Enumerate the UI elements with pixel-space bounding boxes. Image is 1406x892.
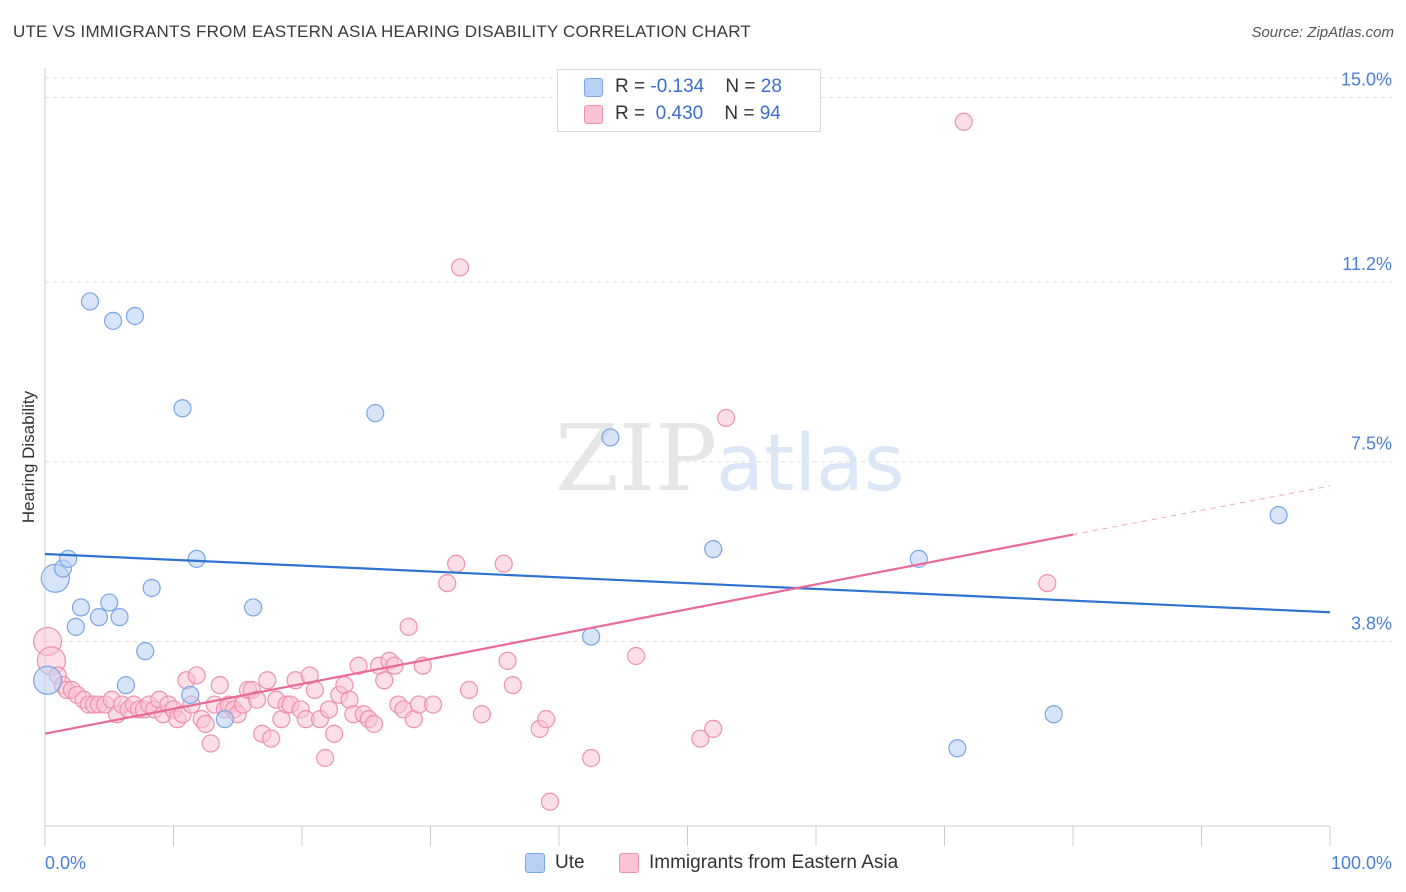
- immigrants-point: [954, 112, 973, 131]
- immigrants-point: [316, 748, 335, 768]
- immigrants-point: [447, 554, 466, 573]
- ute-point: [244, 598, 263, 617]
- legend-item-ute: Ute: [525, 852, 585, 874]
- ute-point: [173, 399, 192, 418]
- ute-swatch: [584, 77, 603, 97]
- trend-layer: [44, 485, 1331, 735]
- immigrants-point: [187, 666, 206, 685]
- immigrants-trend-line: [44, 533, 1074, 735]
- ute-legend-label: Ute: [555, 852, 585, 873]
- ute-point: [948, 739, 967, 758]
- immigrants-point: [399, 617, 418, 636]
- y-tick-label: 3.8%: [1351, 613, 1392, 633]
- y-tick-label: 7.5%: [1351, 434, 1392, 454]
- immigrants-point: [375, 671, 394, 690]
- immigrants-point: [1038, 574, 1057, 593]
- immigrants-point: [472, 705, 491, 724]
- immigrants-point: [582, 748, 601, 768]
- series-legend: Ute Immigrants from Eastern Asia: [0, 852, 1406, 878]
- ute-point: [66, 617, 85, 636]
- ute-point: [80, 292, 100, 311]
- immigrants-point: [325, 724, 344, 743]
- immigrants-point: [540, 792, 560, 811]
- ute-point: [582, 627, 601, 646]
- ute-point: [125, 306, 145, 326]
- x-tick-label: 100.0%: [1331, 853, 1392, 873]
- immigrants-point: [305, 680, 324, 700]
- source-label: Source: ZipAtlas.com: [1251, 24, 1394, 41]
- legend-row-immigrants: R = 0.430 N = 94: [584, 101, 781, 127]
- ute-r-label: R =: [615, 76, 651, 97]
- imm-r-value: 0.430: [650, 103, 704, 124]
- ute-point: [366, 404, 385, 423]
- ute-point: [142, 578, 161, 598]
- ute-point: [136, 642, 155, 661]
- ute-trend-line: [44, 552, 1331, 614]
- watermark-atlas: atlas: [716, 419, 905, 509]
- imm-r-label: R =: [615, 103, 651, 124]
- immigrants-point: [201, 734, 220, 753]
- ute-point: [181, 685, 200, 704]
- immigrants-point: [494, 554, 513, 573]
- immigrants-point: [438, 574, 457, 593]
- y-tick-label: 11.2%: [1342, 254, 1392, 274]
- immigrants-point: [258, 671, 277, 690]
- immigrants-point: [423, 695, 443, 714]
- chart-title: UTE VS IMMIGRANTS FROM EASTERN ASIA HEAR…: [13, 22, 751, 41]
- ute-point: [32, 665, 63, 695]
- ute-r-value: -0.134: [650, 76, 705, 97]
- y-axis-label: Hearing Disability: [19, 390, 38, 523]
- immigrants-legend-swatch: [619, 853, 639, 873]
- immigrants-point: [537, 710, 556, 729]
- immigrants-point: [503, 676, 522, 695]
- ute-n-value: 28: [760, 76, 782, 97]
- grid-layer: [45, 77, 1392, 642]
- ute-legend-swatch: [525, 853, 545, 873]
- immigrants-point: [319, 700, 339, 719]
- ute-point: [59, 549, 78, 568]
- immigrants-point: [704, 719, 723, 738]
- points-layer: [32, 112, 1288, 811]
- immigrants-point: [691, 729, 710, 748]
- immigrants-point: [349, 656, 368, 675]
- axis-layer: 3.8% 7.5% 11.2% 15.0% 0.0% 100.0%: [44, 68, 1392, 873]
- immigrants-point: [498, 651, 517, 670]
- ute-point: [601, 428, 620, 447]
- watermark: ZIP atlas: [555, 405, 905, 512]
- watermark-zip: ZIP: [555, 405, 717, 512]
- y-tick-label: 15.0%: [1341, 69, 1392, 89]
- imm-n-label: N =: [724, 103, 760, 124]
- immigrants-point: [626, 646, 646, 666]
- immigrants-point: [262, 729, 281, 748]
- immigrants-point: [196, 714, 215, 734]
- immigrants-point: [247, 690, 267, 709]
- immigrants-swatch: [584, 104, 603, 124]
- immigrants-point: [364, 714, 384, 734]
- ute-point: [100, 593, 119, 612]
- immigrants-legend-label: Immigrants from Eastern Asia: [649, 852, 899, 873]
- immigrants-trend-extension: [1072, 485, 1331, 536]
- legend-row-ute: R = -0.134 N = 28: [584, 74, 782, 100]
- ute-point: [104, 311, 123, 330]
- ute-n-label: N =: [725, 76, 761, 97]
- ute-point: [1044, 705, 1063, 724]
- immigrants-point: [459, 680, 479, 700]
- legend-item-immigrants: Immigrants from Eastern Asia: [619, 852, 898, 874]
- stats-legend: R = -0.134 N = 28 R = 0.430 N = 94: [557, 69, 821, 132]
- imm-n-value: 94: [759, 103, 781, 124]
- ute-point: [704, 540, 723, 559]
- ute-point: [110, 608, 129, 627]
- ute-point: [116, 676, 136, 695]
- ute-point: [1269, 506, 1288, 525]
- immigrants-point: [716, 408, 736, 428]
- ute-point: [71, 598, 91, 617]
- immigrants-point: [210, 676, 229, 695]
- ute-point: [89, 608, 109, 627]
- ute-point: [215, 710, 234, 729]
- x-tick-label: 0.0%: [45, 853, 86, 873]
- ute-point: [187, 549, 206, 568]
- immigrants-point: [450, 258, 470, 277]
